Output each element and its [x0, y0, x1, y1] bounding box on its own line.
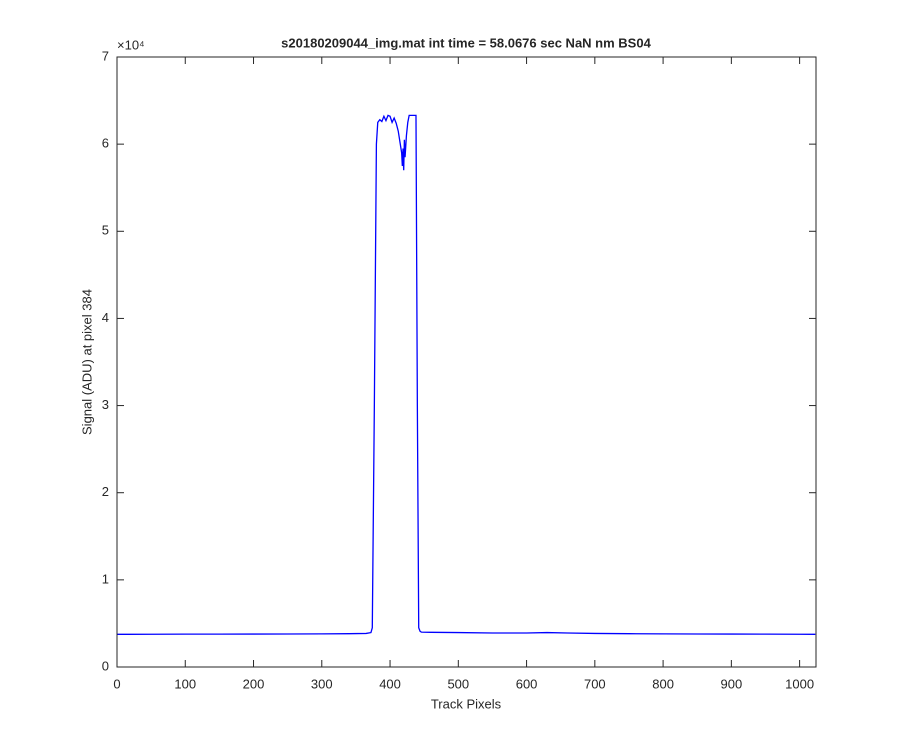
x-tick-label: 700 — [584, 676, 606, 691]
y-tick-label: 3 — [102, 397, 109, 412]
x-tick-label: 600 — [516, 676, 538, 691]
y-tick-label: 6 — [102, 136, 109, 151]
y-tick-label: 1 — [102, 571, 109, 586]
y-axis-label: Signal (ADU) at pixel 384 — [79, 289, 94, 435]
x-axis-label: Track Pixels — [431, 696, 502, 711]
x-tick-label: 500 — [447, 676, 469, 691]
plot-frame — [116, 56, 817, 668]
x-tick-label: 100 — [174, 676, 196, 691]
y-tick-label: 2 — [102, 484, 109, 499]
x-tick-label: 900 — [721, 676, 743, 691]
x-tick-label: 1000 — [785, 676, 814, 691]
y-tick-label: 7 — [102, 48, 109, 63]
x-tick-label: 0 — [113, 676, 120, 691]
y-tick-label: 0 — [102, 658, 109, 673]
chart-title: s20180209044_img.mat int time = 58.0676 … — [281, 35, 651, 50]
x-tick-label: 800 — [652, 676, 674, 691]
y-exponent: ×10⁴ — [117, 37, 145, 52]
data-line — [116, 114, 816, 635]
x-tick-label: 200 — [243, 676, 265, 691]
y-tick-label: 5 — [102, 223, 109, 238]
x-tick-label: 300 — [311, 676, 333, 691]
y-tick-label: 4 — [102, 310, 109, 325]
x-tick-label: 400 — [379, 676, 401, 691]
